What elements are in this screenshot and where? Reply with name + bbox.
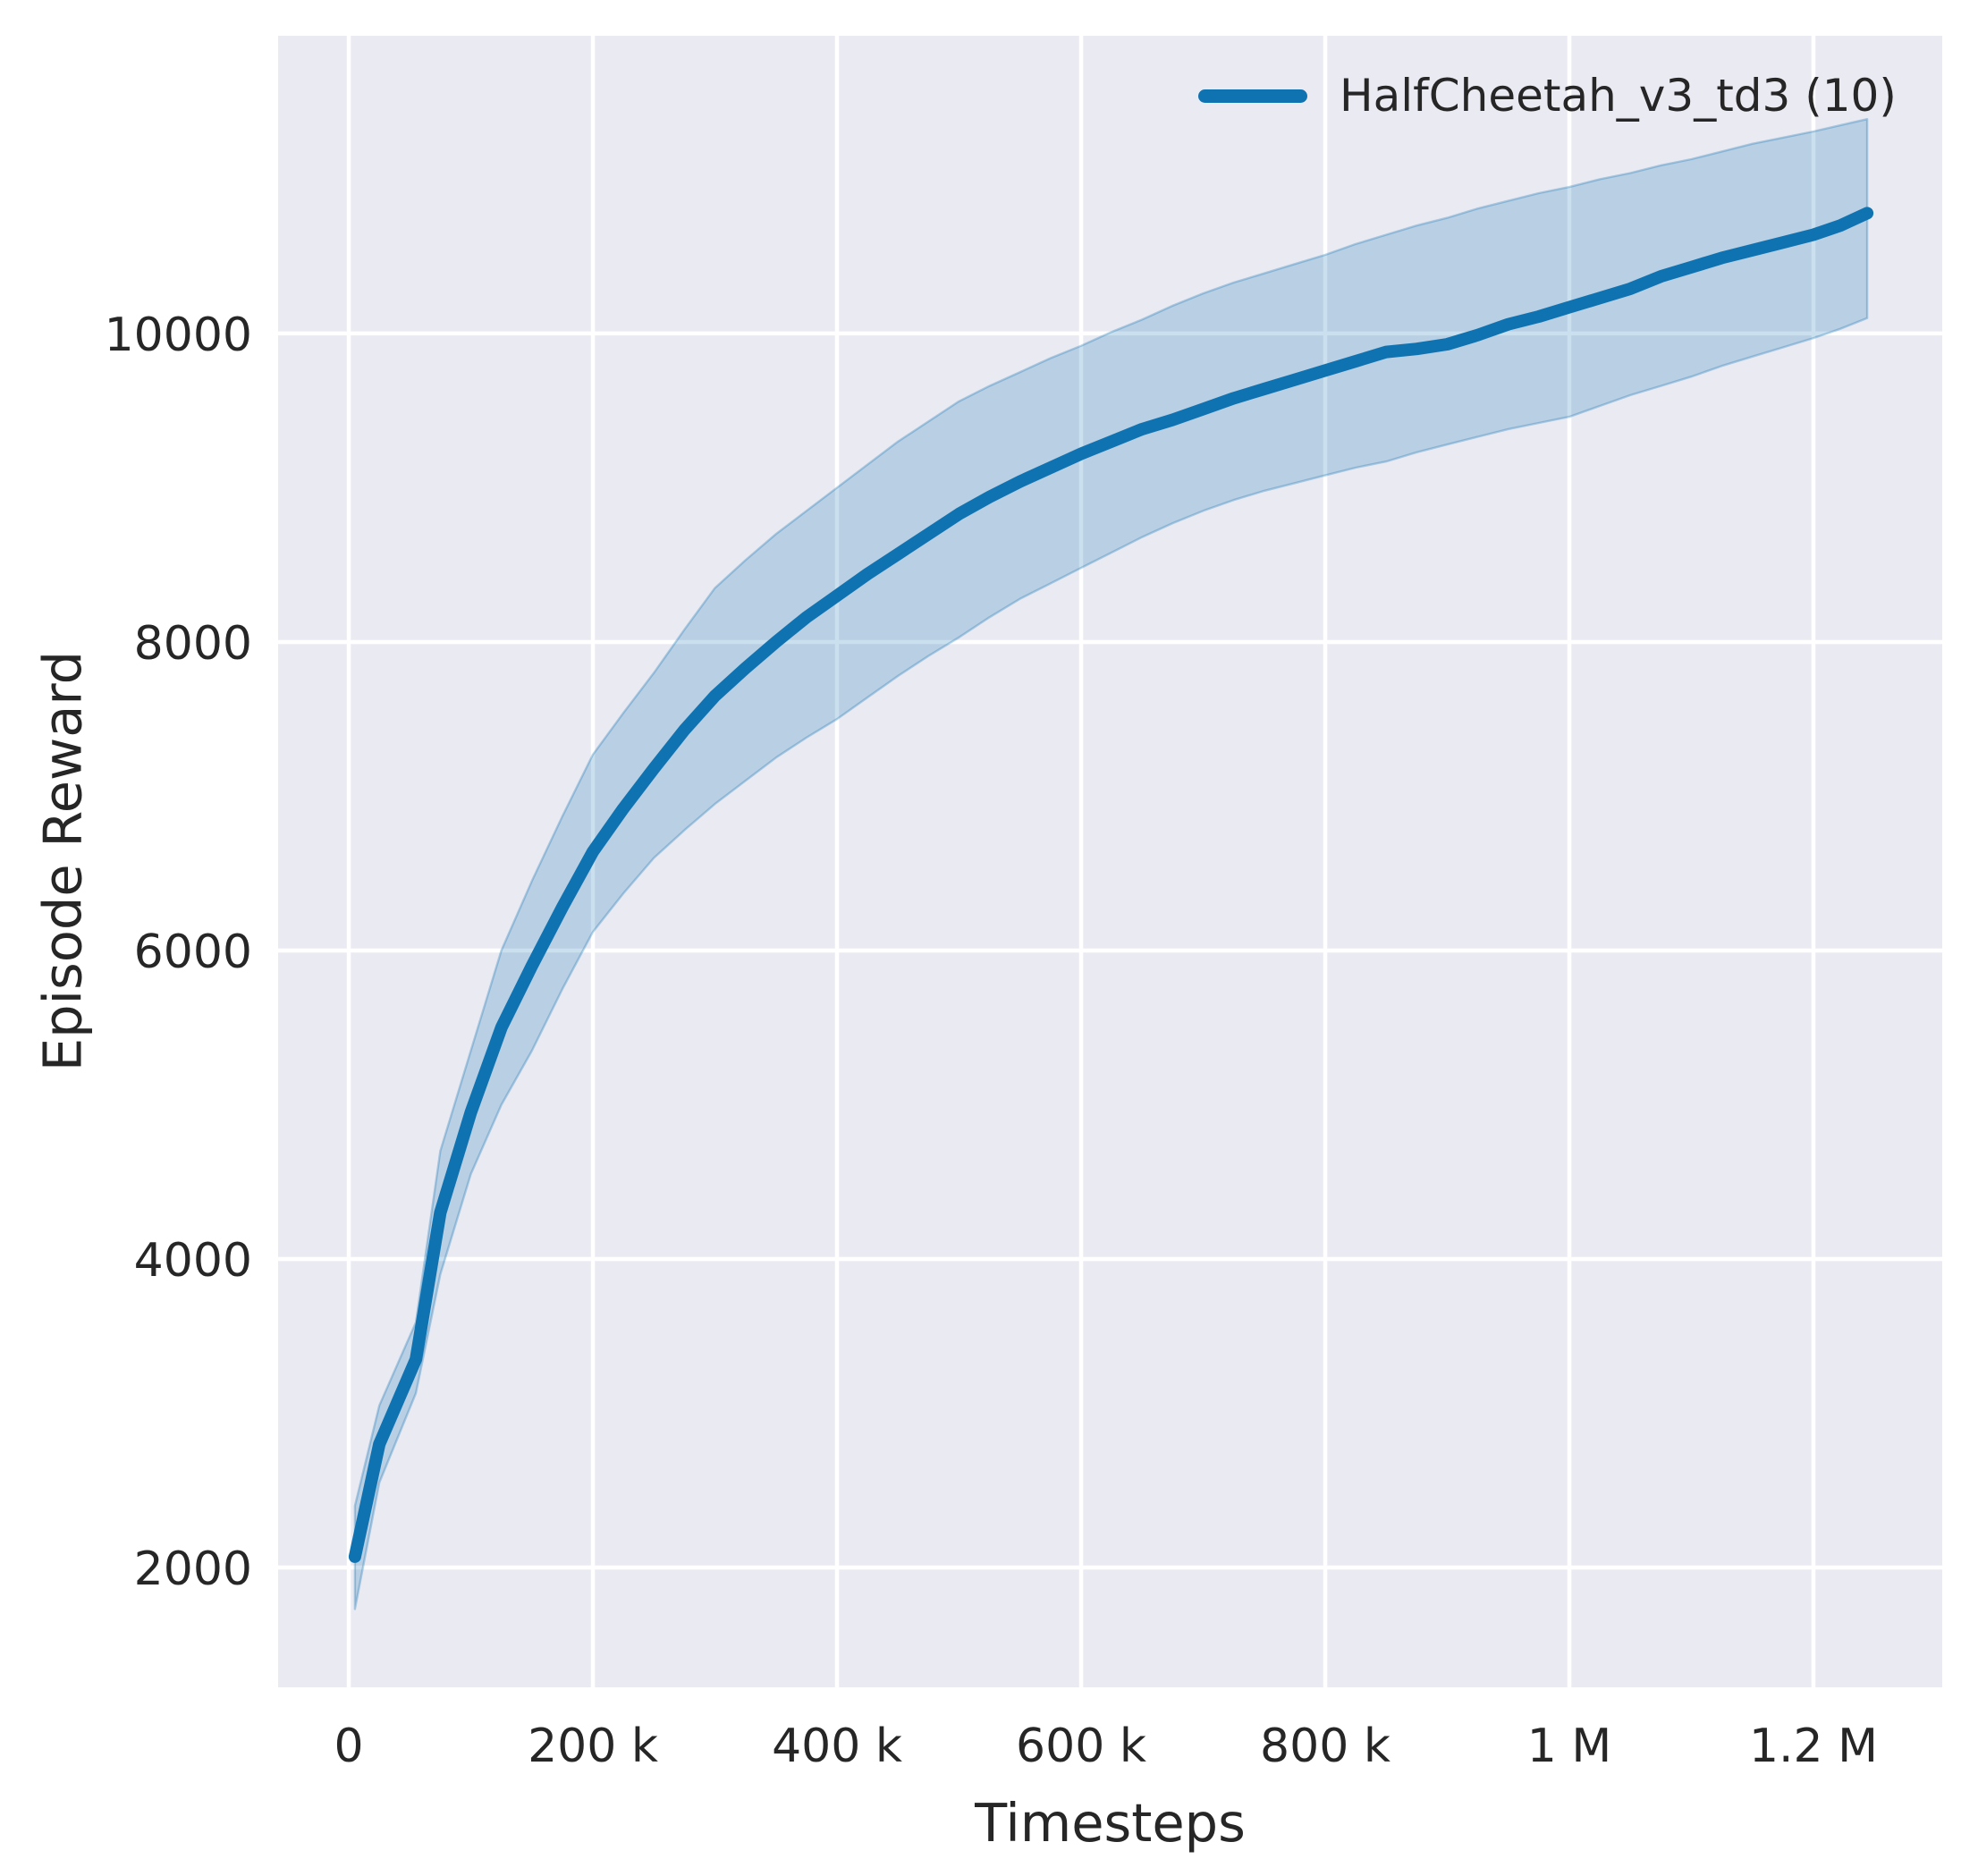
x-tick-label: 0 — [334, 1720, 363, 1773]
y-axis-label: Episode Reward — [31, 650, 94, 1072]
x-tick-label: 1 M — [1527, 1720, 1611, 1773]
y-tick-label: 2000 — [134, 1542, 252, 1596]
confidence-band — [353, 118, 1869, 1610]
x-tick-label: 800 k — [1260, 1720, 1391, 1773]
y-tick-label: 10000 — [105, 308, 252, 362]
legend: HalfCheetah_v3_td3 (10) — [1198, 70, 1897, 122]
legend-line-swatch — [1198, 89, 1307, 103]
y-tick-label: 8000 — [134, 617, 252, 671]
legend-label: HalfCheetah_v3_td3 (10) — [1340, 70, 1897, 122]
y-tick-label: 6000 — [134, 925, 252, 979]
x-axis-label: Timesteps — [975, 1792, 1246, 1854]
x-tick-label: 200 k — [528, 1720, 658, 1773]
x-tick-label: 1.2 M — [1749, 1720, 1878, 1773]
x-tick-label: 400 k — [772, 1720, 902, 1773]
x-tick-label: 600 k — [1016, 1720, 1146, 1773]
plot-background — [278, 36, 1942, 1687]
y-tick-label: 4000 — [134, 1234, 252, 1288]
mean-line — [348, 207, 1874, 1563]
